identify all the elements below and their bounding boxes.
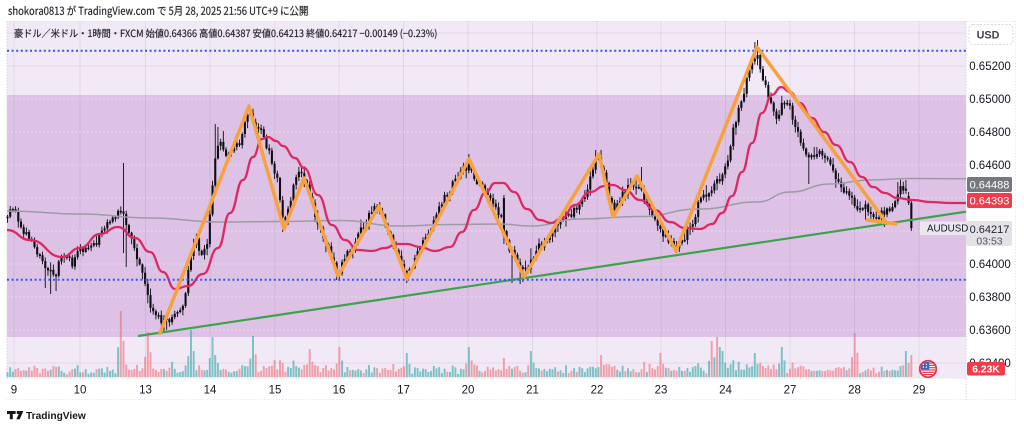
svg-text:27: 27	[784, 385, 797, 397]
svg-text:0.64393: 0.64393	[970, 196, 1010, 208]
svg-text:28: 28	[848, 385, 861, 397]
svg-text:22: 22	[591, 385, 604, 397]
svg-text:0.64800: 0.64800	[969, 127, 1011, 139]
svg-text:29: 29	[913, 385, 926, 397]
svg-text:0.64600: 0.64600	[969, 160, 1011, 172]
svg-text:0.64488: 0.64488	[970, 180, 1010, 192]
svg-text:AUDUSD: AUDUSD	[927, 224, 968, 235]
svg-text:20: 20	[462, 385, 475, 397]
svg-text:TradingView: TradingView	[26, 411, 86, 422]
svg-text:21: 21	[526, 385, 539, 397]
svg-text:0.65200: 0.65200	[969, 61, 1011, 73]
svg-text:10: 10	[74, 385, 87, 397]
svg-text:03:53: 03:53	[976, 236, 1002, 248]
svg-text:23: 23	[655, 385, 668, 397]
svg-text:0.65000: 0.65000	[969, 94, 1011, 106]
svg-text:14: 14	[204, 385, 217, 397]
svg-text:USD: USD	[977, 30, 1000, 42]
svg-text:0.63600: 0.63600	[969, 325, 1011, 337]
svg-text:6.23K: 6.23K	[972, 365, 1000, 376]
svg-text:0.63800: 0.63800	[969, 292, 1011, 304]
svg-text:16: 16	[333, 385, 346, 397]
svg-text:9: 9	[11, 385, 17, 397]
svg-text:0.64217: 0.64217	[970, 224, 1010, 236]
svg-text:17: 17	[397, 385, 410, 397]
svg-text:0.64000: 0.64000	[969, 259, 1011, 271]
svg-text:15: 15	[269, 385, 282, 397]
svg-text:24: 24	[719, 385, 732, 397]
svg-text:13: 13	[139, 385, 152, 397]
